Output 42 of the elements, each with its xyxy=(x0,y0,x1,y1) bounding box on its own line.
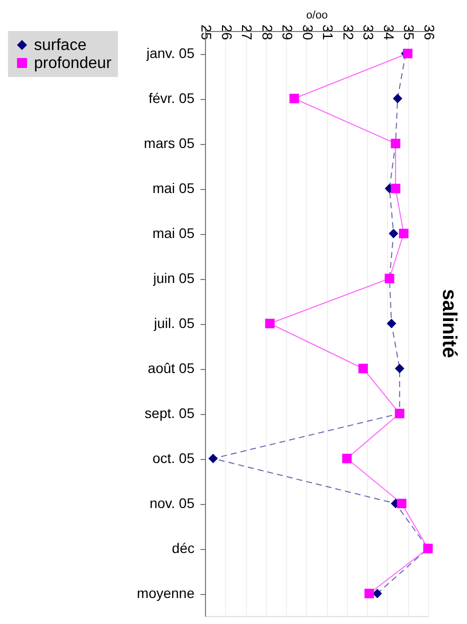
x-tick-label: 32 xyxy=(340,24,356,40)
y-tick-label: févr. 05 xyxy=(148,90,195,106)
y-tick-label: mai 05 xyxy=(152,180,195,196)
point xyxy=(372,588,382,598)
point xyxy=(394,364,404,374)
x-tick-label: 26 xyxy=(218,24,235,40)
x-tick-label: 34 xyxy=(380,24,397,40)
point xyxy=(342,454,352,464)
x-tick-label: 36 xyxy=(422,24,438,40)
legend-label: surface xyxy=(34,37,87,54)
y-tick-label: sept. 05 xyxy=(144,405,195,421)
text: salinité xyxy=(438,289,460,358)
x-tick-label: 33 xyxy=(360,24,377,40)
point xyxy=(358,364,368,374)
y-tick-label: juin 05 xyxy=(152,270,195,286)
x-axis-title: o/oo xyxy=(306,10,328,22)
y-tick-label: déc xyxy=(172,540,194,556)
point xyxy=(364,588,374,598)
legend-label: profondeur xyxy=(34,55,112,72)
point xyxy=(386,318,396,328)
point xyxy=(392,94,402,104)
point xyxy=(390,184,400,194)
y-tick-label: juil. 05 xyxy=(153,315,195,331)
point xyxy=(289,94,299,104)
point xyxy=(396,498,406,508)
y-tick-label: mai 05 xyxy=(152,225,195,241)
x-tick-label: 30 xyxy=(300,24,316,40)
y-tick-label: août 05 xyxy=(148,360,195,376)
y-tick-label: nov. 05 xyxy=(150,495,195,511)
y-tick-label: mars 05 xyxy=(144,135,195,151)
x-tick-label: 29 xyxy=(280,24,296,40)
y-tick-label: oct. 05 xyxy=(152,450,195,466)
x-tick-label: 35 xyxy=(401,24,418,40)
y-tick-label: janv. 05 xyxy=(146,45,195,61)
y-tick-label: moyenne xyxy=(136,585,195,601)
point xyxy=(388,228,398,238)
x-tick-label: 27 xyxy=(239,24,256,40)
point xyxy=(208,454,218,464)
x-tick-label: 28 xyxy=(259,24,276,40)
point xyxy=(398,228,408,238)
x-tick-label: 25 xyxy=(198,24,214,40)
point xyxy=(265,318,275,328)
